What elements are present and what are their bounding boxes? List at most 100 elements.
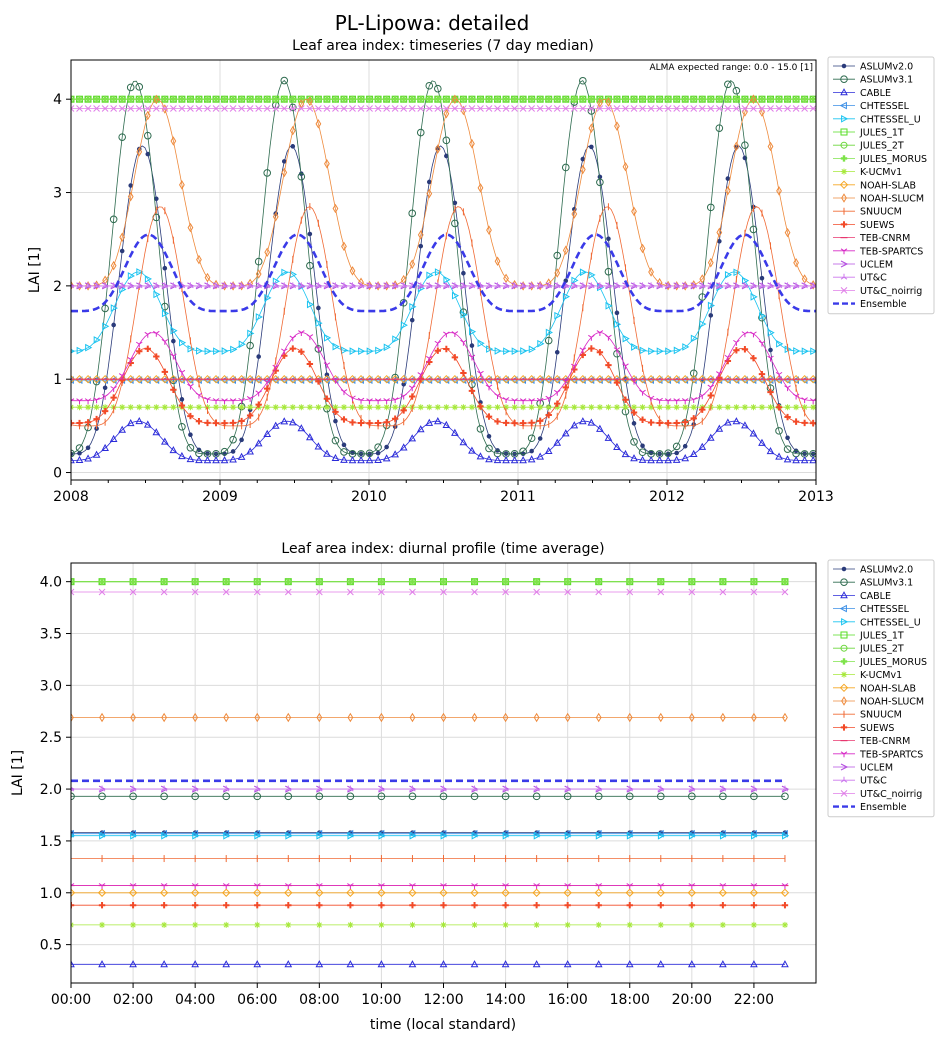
point-noah-slab	[109, 374, 118, 384]
point-noah-slucm	[192, 712, 199, 723]
point-jules-morus	[254, 578, 261, 585]
point-teb-spartcs	[605, 334, 612, 341]
point-suews	[647, 419, 655, 426]
point-ut-c	[349, 282, 356, 289]
legend-item-ut-c: UT&C	[833, 273, 887, 284]
point-cable	[439, 960, 448, 968]
point-chtessel-u	[99, 831, 107, 840]
point-teb-spartcs	[468, 354, 476, 361]
point-cable	[719, 960, 727, 968]
point-k-ucmv1	[375, 404, 382, 411]
point-teb-spartcs	[349, 395, 356, 402]
point-ut-c-noirrig	[110, 105, 118, 112]
legend-label: TEB-SPARTCS	[859, 246, 923, 257]
point-jules-morus	[191, 578, 199, 585]
point-suews	[93, 415, 100, 423]
point-jules-morus	[477, 96, 484, 103]
point-jules-morus	[741, 96, 749, 103]
legend-label: CHTESSEL_U	[860, 617, 921, 628]
point-suews	[161, 368, 169, 376]
point-suews	[596, 349, 604, 356]
point-cable	[655, 456, 664, 464]
point-ut-c	[187, 282, 194, 289]
point-ut-c-noirrig	[127, 105, 135, 112]
point-teb-spartcs	[332, 377, 339, 384]
point-noah-slucm	[719, 712, 726, 723]
point-suews	[588, 345, 595, 352]
point-ut-c-noirrig	[378, 588, 385, 596]
point-noah-slucm	[434, 144, 441, 154]
point-jules-morus	[545, 96, 552, 103]
point-aslumv2-0	[316, 305, 321, 311]
point-chtessel-u	[656, 347, 664, 356]
point-suews	[707, 392, 714, 399]
point-noah-slucm	[130, 712, 136, 723]
point-noah-slucm	[315, 119, 322, 129]
point-aslumv3-1	[101, 304, 109, 313]
legend-marker	[840, 141, 848, 149]
series-line-teb-spartcs	[71, 332, 816, 402]
point-cable	[263, 429, 272, 437]
point-k-ucmv1	[285, 921, 292, 928]
point-ut-c	[681, 282, 689, 289]
legend-label: JULES_MORUS	[859, 154, 927, 165]
point-ut-c	[204, 282, 211, 289]
point-noah-slucm	[316, 712, 323, 723]
point-chtessel	[221, 829, 230, 838]
point-teb-spartcs	[451, 331, 459, 338]
point-ut-c	[775, 282, 783, 289]
point-noah-slab	[663, 374, 673, 384]
legend-marker	[841, 193, 847, 203]
point-suews	[306, 360, 314, 368]
point-noah-slucm	[110, 260, 117, 271]
point-ut-c	[374, 282, 382, 289]
point-chtessel-u	[759, 312, 767, 320]
point-aslumv3-1	[532, 792, 541, 801]
point-noah-slab	[757, 374, 767, 384]
point-cable	[706, 433, 715, 441]
point-aslumv3-1	[280, 76, 289, 85]
point-noah-slab	[723, 374, 733, 384]
point-k-ucmv1	[127, 404, 134, 411]
point-ut-c	[255, 282, 262, 289]
point-noah-slucm	[733, 141, 740, 151]
point-aslumv3-1	[314, 345, 323, 353]
point-ut-c-noirrig	[191, 588, 199, 596]
timeseries-legend: ASLUMv2.0 ASLUMv3.1 CABLE CHTESSEL CHTESSEL_…	[827, 56, 935, 315]
point-k-ucmv1	[537, 404, 544, 411]
point-ut-c	[724, 282, 732, 289]
point-noah-slucm	[426, 188, 433, 199]
point-ut-c	[564, 785, 571, 792]
point-chtessel-u	[443, 275, 451, 284]
legend-label: UT&C	[860, 776, 887, 787]
point-suews	[136, 348, 143, 355]
point-aslumv3-1	[596, 178, 604, 187]
point-noah-slucm	[204, 272, 211, 283]
point-teb-spartcs	[767, 355, 774, 362]
point-ut-c-noirrig	[187, 105, 194, 112]
point-aslumv3-1	[186, 443, 195, 452]
point-cable	[92, 450, 101, 458]
point-teb-spartcs	[170, 353, 177, 360]
point-k-ucmv1	[750, 404, 757, 411]
point-k-ucmv1	[272, 404, 279, 411]
point-suews	[673, 419, 680, 427]
point-noah-slucm	[460, 105, 467, 116]
point-k-ucmv1	[136, 404, 143, 411]
point-k-ucmv1	[719, 921, 726, 928]
point-ut-c	[784, 282, 791, 289]
point-teb-spartcs	[681, 398, 689, 405]
point-aslumv2-0	[589, 144, 594, 150]
legend-label: ASLUMv3.1	[860, 75, 913, 86]
point-aslumv3-1	[135, 83, 144, 91]
point-noah-slab	[450, 374, 460, 384]
legend-label: SNUUCM	[860, 207, 902, 218]
series-aslumv3-1	[71, 792, 789, 801]
point-aslumv3-1	[451, 219, 459, 228]
legend-label: JULES_1T	[859, 128, 904, 139]
point-suews	[349, 419, 356, 426]
point-k-ucmv1	[93, 404, 100, 411]
legend-label: NOAH-SLAB	[860, 683, 916, 694]
point-suews	[212, 419, 220, 427]
point-cable	[306, 433, 314, 441]
